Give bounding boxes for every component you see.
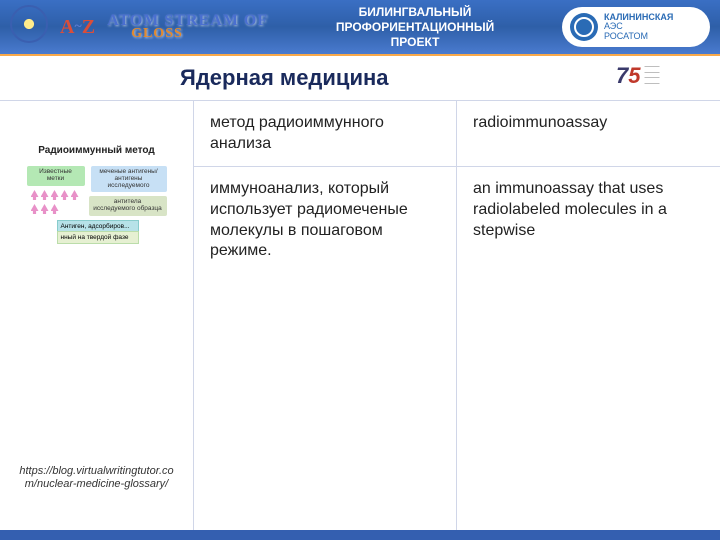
term-ru: метод радиоиммунного анализа bbox=[194, 101, 457, 166]
logo-z: Z bbox=[82, 16, 95, 39]
header-subtitle: БИЛИНГВАЛЬНЫЙ ПРОФОРИЕНТАЦИОННЫЙ ПРОЕКТ bbox=[268, 5, 562, 50]
right-column: метод радиоиммунного анализа radioimmuno… bbox=[194, 101, 720, 530]
rosatom-line3: РОСАТОМ bbox=[604, 32, 673, 41]
badge-seven: 7 bbox=[616, 63, 628, 89]
logo-dash: ~ bbox=[74, 19, 81, 35]
project-name: ATOM STREAM OF GLOSS bbox=[107, 14, 268, 41]
def-ru: иммуноанализ, который использует радиоме… bbox=[194, 167, 457, 530]
diagram-green-box: Известные метки bbox=[27, 166, 85, 186]
definition-row: иммуноанализ, который использует радиоме… bbox=[194, 167, 720, 530]
footer-bar bbox=[0, 530, 720, 540]
subtitle-line1: БИЛИНГВАЛЬНЫЙ bbox=[274, 5, 556, 20]
illustration-title: Радиоиммунный метод bbox=[38, 145, 155, 156]
rosatom-text: КАЛИНИНСКАЯ АЭС РОСАТОМ bbox=[604, 13, 673, 41]
diagram-bottom-stack: Антиген, адсорбиров... нный на твердой ф… bbox=[57, 220, 139, 244]
source-link: https://blog.virtualwritingtutor.com/nuc… bbox=[0, 457, 193, 531]
title-row: Ядерная медицина 7 5 ———————————— bbox=[0, 56, 720, 100]
logo-a: A bbox=[60, 16, 74, 39]
anniversary-badge: 7 5 ———————————— bbox=[616, 58, 694, 94]
term-row: метод радиоиммунного анализа radioimmuno… bbox=[194, 101, 720, 167]
term-en: radioimmunoassay bbox=[457, 101, 720, 166]
subtitle-line3: ПРОЕКТ bbox=[274, 35, 556, 50]
badge-lines: ———————————— bbox=[645, 65, 660, 87]
badge-five: 5 bbox=[628, 63, 640, 89]
page-title: Ядерная медицина bbox=[180, 65, 389, 91]
atom-logo-icon bbox=[10, 5, 54, 49]
diagram-pins bbox=[31, 190, 85, 216]
rosatom-icon bbox=[570, 13, 598, 41]
left-column: Радиоиммунный метод Известные метки мече… bbox=[0, 101, 194, 530]
header-bar: A ~ Z ATOM STREAM OF GLOSS БИЛИНГВАЛЬНЫЙ… bbox=[0, 0, 720, 56]
diagram-bot2: нный на твердой фазе bbox=[57, 231, 139, 244]
rosatom-badge: КАЛИНИНСКАЯ АЭС РОСАТОМ bbox=[562, 7, 710, 47]
illustration-box: Радиоиммунный метод Известные метки мече… bbox=[0, 101, 193, 457]
diagram-mid-box: антитела исследуемого образца bbox=[89, 196, 167, 216]
cloud-line2: GLOSS bbox=[131, 28, 268, 41]
subtitle-line2: ПРОФОРИЕНТАЦИОННЫЙ bbox=[274, 20, 556, 35]
def-en: an immunoassay that uses radiolabeled mo… bbox=[457, 167, 720, 530]
diagram-blue-box: меченые антигены/антигены исследуемого bbox=[91, 166, 167, 192]
diagram: Известные метки меченые антигены/антиген… bbox=[27, 164, 167, 264]
az-logo-text: A ~ Z bbox=[60, 16, 95, 39]
content-grid: Радиоиммунный метод Известные метки мече… bbox=[0, 100, 720, 530]
